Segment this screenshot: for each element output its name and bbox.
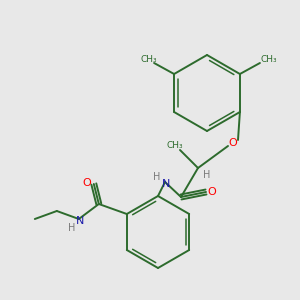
Text: N: N bbox=[76, 216, 84, 226]
Text: CH₃: CH₃ bbox=[261, 56, 277, 64]
Text: H: H bbox=[203, 170, 211, 180]
Text: O: O bbox=[229, 138, 237, 148]
Text: O: O bbox=[82, 178, 91, 188]
Text: O: O bbox=[208, 187, 216, 197]
Text: H: H bbox=[68, 223, 76, 233]
Text: CH₃: CH₃ bbox=[167, 140, 183, 149]
Text: H: H bbox=[153, 172, 161, 182]
Text: CH₃: CH₃ bbox=[141, 55, 158, 64]
Text: N: N bbox=[162, 179, 170, 189]
